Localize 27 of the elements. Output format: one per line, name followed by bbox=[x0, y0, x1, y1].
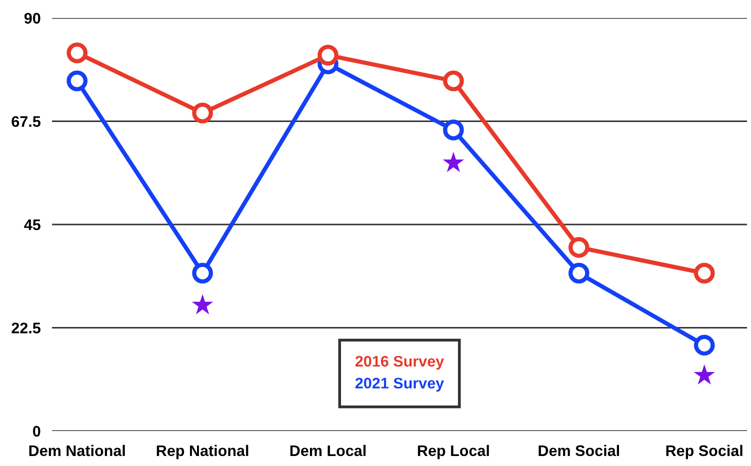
x-tick-label: Rep National bbox=[156, 444, 248, 460]
point bbox=[66, 70, 88, 92]
y-tick-label: 45 bbox=[24, 220, 40, 230]
point bbox=[568, 237, 590, 258]
y-tick-label: 22.5 bbox=[12, 322, 40, 334]
x-tick-label: Dem Social bbox=[538, 444, 619, 456]
point bbox=[442, 152, 464, 172]
point bbox=[443, 70, 464, 92]
x-tick-label: Rep Social bbox=[666, 444, 742, 460]
x-tick-label: Dem Local bbox=[290, 444, 366, 456]
y-tick-label: 0 bbox=[32, 426, 40, 437]
point bbox=[694, 334, 715, 356]
text: 2016 Survey bbox=[355, 356, 444, 370]
point bbox=[192, 294, 214, 314]
point bbox=[66, 42, 88, 64]
x-tick-label: Rep Local bbox=[418, 444, 489, 460]
point bbox=[694, 364, 715, 385]
y-tick-label: 67.5 bbox=[12, 116, 40, 127]
point bbox=[192, 262, 213, 284]
y-tick-label: 90 bbox=[24, 12, 40, 24]
x-tick-label: Dem National bbox=[29, 444, 125, 456]
point bbox=[443, 120, 464, 140]
point bbox=[694, 262, 715, 284]
point bbox=[192, 102, 213, 124]
point bbox=[568, 262, 590, 284]
point bbox=[318, 44, 338, 66]
text: 2021 Survey bbox=[355, 378, 444, 392]
